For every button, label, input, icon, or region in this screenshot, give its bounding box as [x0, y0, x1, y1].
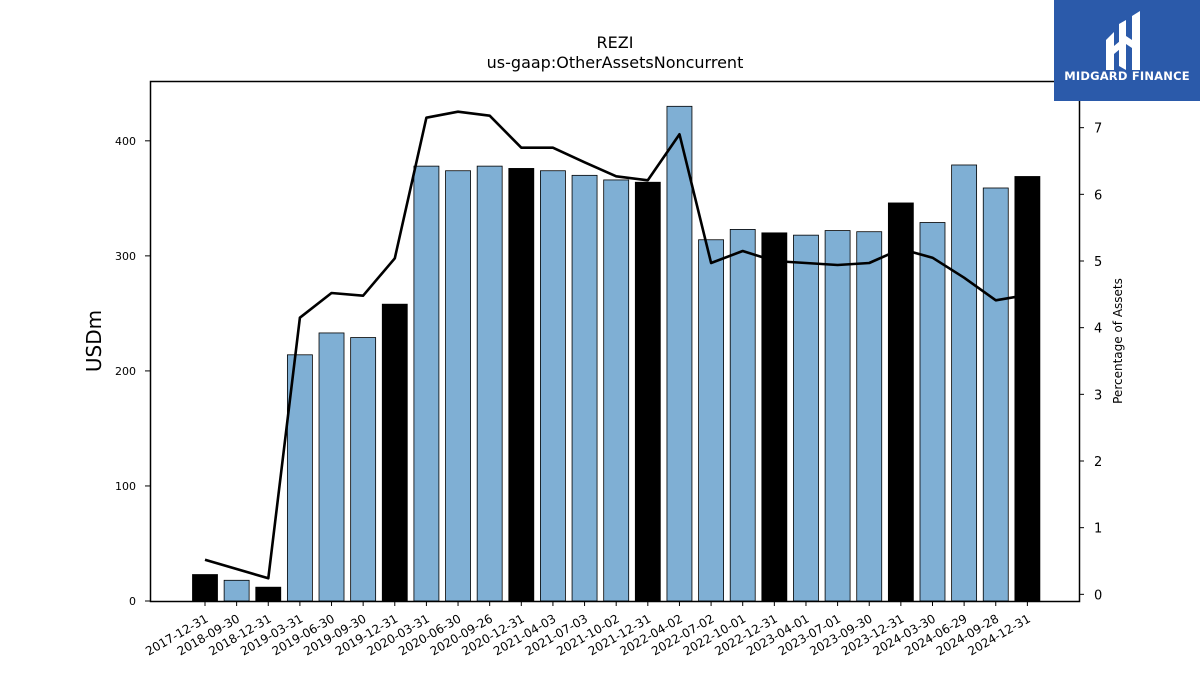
- percentage-line: [204, 110, 1028, 580]
- bar-series: [192, 105, 1041, 602]
- bar: [666, 105, 693, 602]
- bar: [729, 229, 756, 602]
- midgard-finance-logo: MIDGARD FINANCE: [1054, 0, 1200, 101]
- chart-subtitle: us-gaap:OtherAssetsNoncurrent: [487, 53, 744, 72]
- chart-titles: REZI us-gaap:OtherAssetsNoncurrent USDm …: [82, 33, 1125, 404]
- y2-tick-label: 0: [1094, 588, 1102, 603]
- bar: [318, 332, 345, 602]
- bar: [887, 202, 914, 602]
- bar: [223, 579, 250, 602]
- logo-text: MIDGARD FINANCE: [1064, 69, 1190, 83]
- y-tick-label: 300: [115, 250, 136, 263]
- y-tick-label: 100: [115, 480, 136, 493]
- y-tick-label: 200: [115, 365, 136, 378]
- bar: [508, 168, 535, 602]
- y-tick-label: 0: [129, 595, 136, 608]
- y2-tick-label: 4: [1094, 322, 1102, 337]
- y2-tick-label: 2: [1094, 455, 1102, 470]
- y2-tick-label: 6: [1094, 188, 1102, 203]
- y2-tick-label: 1: [1094, 522, 1102, 537]
- bar: [982, 187, 1009, 602]
- bar: [856, 231, 883, 602]
- bar: [793, 234, 819, 602]
- y-tick-label: 400: [115, 135, 136, 148]
- y2-tick-label: 3: [1094, 388, 1102, 403]
- y2-tick-label: 7: [1094, 122, 1102, 137]
- bar: [634, 181, 661, 602]
- y2-axis-ticks: 0 1 2 3 4 5 6 7: [1079, 122, 1102, 603]
- bar: [761, 232, 788, 602]
- bar: [255, 586, 282, 602]
- x-axis-ticks: 2017-12-312018-09-302018-12-312019-03-31…: [143, 601, 1033, 658]
- line-series: [204, 110, 1028, 580]
- bar: [286, 354, 313, 602]
- y2-axis-label: Percentage of Assets: [1111, 278, 1125, 404]
- plot-frame: [149, 80, 1081, 603]
- bar: [698, 239, 724, 602]
- y-axis-label: USDm: [82, 310, 106, 372]
- chart-title: REZI: [597, 33, 634, 52]
- bar: [603, 179, 630, 602]
- bar: [571, 174, 598, 602]
- bar: [1014, 176, 1041, 602]
- bar: [192, 574, 218, 602]
- bar: [951, 164, 978, 602]
- y-axis-ticks: 0 100 200 300 400: [115, 135, 150, 608]
- bar: [413, 165, 440, 602]
- logo-mark-icon: [1106, 11, 1140, 70]
- bar: [919, 222, 946, 602]
- bar: [824, 230, 851, 602]
- y2-tick-label: 5: [1094, 255, 1102, 270]
- bar: [476, 165, 503, 602]
- bar: [540, 170, 566, 602]
- bar: [445, 170, 471, 602]
- bar: [350, 337, 377, 602]
- bar: [381, 303, 408, 602]
